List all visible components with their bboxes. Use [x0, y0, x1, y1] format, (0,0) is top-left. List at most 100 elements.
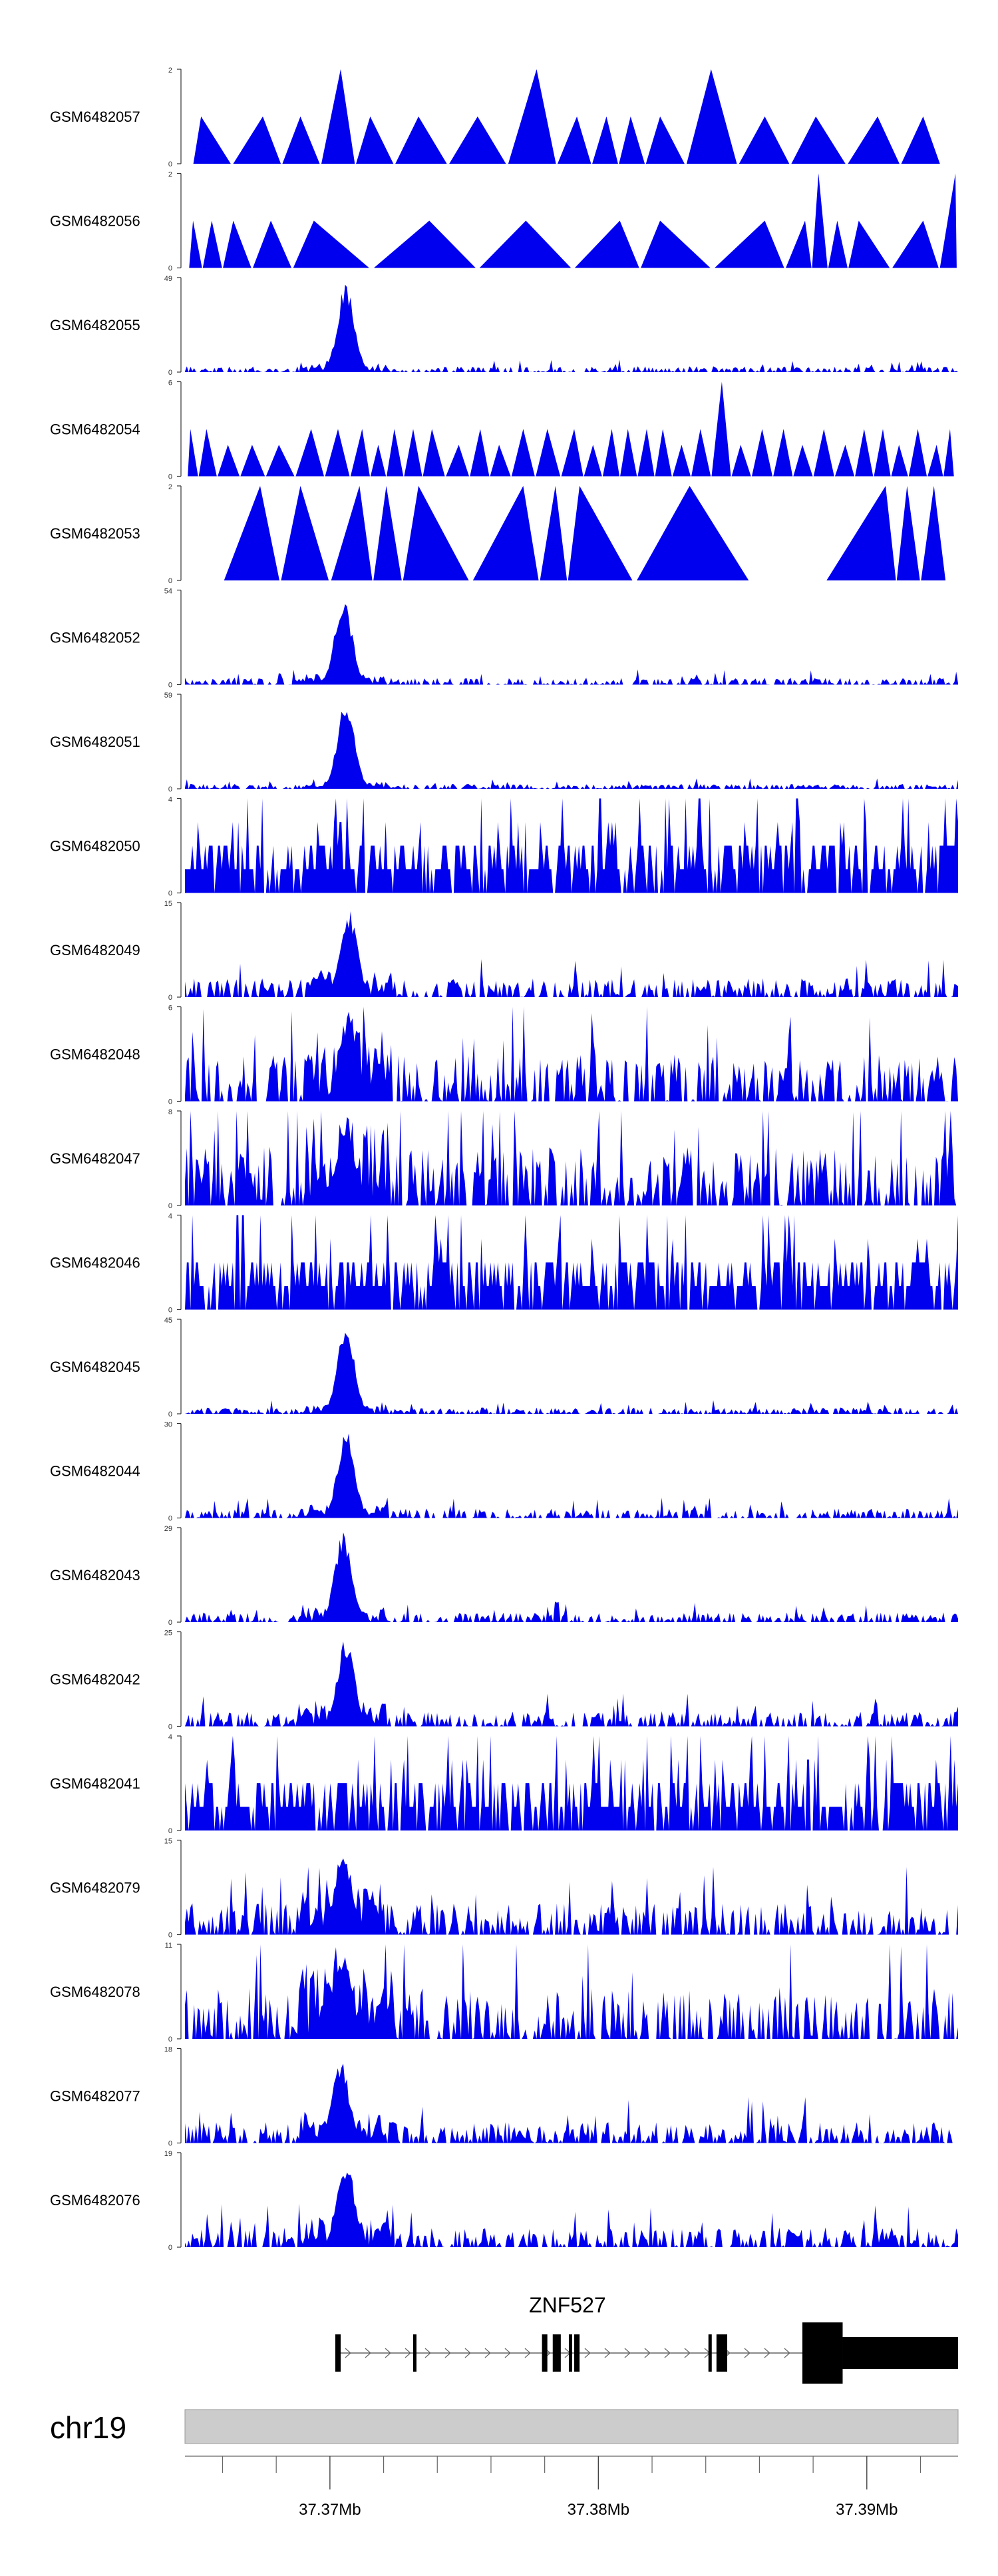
strand-arrow-icon — [464, 2348, 471, 2358]
track-coverage-area — [185, 381, 958, 477]
track-coverage-area — [185, 798, 958, 893]
track-y-min-label: 0 — [168, 890, 172, 898]
gene-exon — [552, 2334, 561, 2372]
gene-exon — [335, 2334, 341, 2372]
track-y-max-label: 25 — [164, 1629, 172, 1637]
strand-arrow-icon — [504, 2348, 511, 2358]
track-sample-label: GSM6482046 — [50, 1255, 140, 1271]
gene-name-label: ZNF527 — [529, 2293, 606, 2317]
track-coverage-area — [185, 173, 958, 268]
track-coverage-area — [185, 1736, 958, 1830]
strand-arrow-icon — [584, 2348, 591, 2358]
chromosome-ideogram-bar — [184, 2409, 959, 2444]
coverage-track: GSM6482043 29 0 — [50, 1525, 958, 1627]
track-y-min-label: 0 — [168, 1098, 172, 1106]
axis-tick-label: 37.38Mb — [568, 2501, 629, 2519]
coverage-track: GSM6482057 2 0 — [50, 67, 958, 168]
track-y-min-label: 0 — [168, 682, 172, 690]
coverage-track: GSM6482055 49 0 — [50, 275, 958, 377]
track-sample-label: GSM6482047 — [50, 1150, 140, 1167]
track-sample-label: GSM6482056 — [50, 213, 140, 230]
track-y-min-label: 0 — [168, 1619, 172, 1627]
track-coverage-area — [185, 284, 958, 372]
strand-arrow-icon — [624, 2348, 631, 2358]
track-sample-label: GSM6482057 — [50, 108, 140, 125]
gene-model-track: ZNF527 — [335, 2293, 958, 2384]
track-sample-label: GSM6482053 — [50, 525, 140, 542]
track-coverage-area — [185, 1111, 958, 1205]
axis-tick-label: 37.37Mb — [299, 2501, 361, 2519]
track-sample-label: GSM6482043 — [50, 1567, 140, 1584]
coverage-track: GSM6482051 59 0 — [50, 692, 958, 793]
strand-arrow-icon — [345, 2348, 351, 2358]
track-sample-label: GSM6482041 — [50, 1775, 140, 1792]
track-coverage-area — [185, 1433, 958, 1518]
strand-arrow-icon — [365, 2348, 371, 2358]
track-y-min-label: 0 — [168, 2244, 172, 2252]
track-coverage-area — [185, 1858, 958, 1935]
coverage-track: GSM6482052 54 0 — [50, 588, 958, 690]
track-coverage-area — [185, 1532, 958, 1622]
strand-arrow-icon — [744, 2348, 750, 2358]
track-y-max-label: 4 — [168, 1213, 172, 1221]
track-y-min-label: 0 — [168, 265, 172, 273]
coverage-track: GSM6482048 6 0 — [50, 1004, 958, 1106]
coverage-track: GSM6482050 4 0 — [50, 796, 958, 898]
coverage-track: GSM6482078 11 0 — [50, 1942, 958, 2043]
coverage-track: GSM6482049 15 0 — [50, 900, 958, 1002]
track-sample-label: GSM6482050 — [50, 838, 140, 855]
strand-arrow-icon — [424, 2348, 431, 2358]
track-y-max-label: 6 — [168, 1004, 172, 1012]
track-coverage-area — [185, 1215, 958, 1310]
track-y-max-label: 29 — [164, 1525, 172, 1533]
strand-arrow-icon — [405, 2348, 411, 2358]
track-coverage-area — [185, 911, 958, 997]
track-y-max-label: 8 — [168, 1108, 172, 1116]
gene-exon — [413, 2334, 416, 2372]
track-coverage-area — [185, 2172, 958, 2247]
track-sample-label: GSM6482076 — [50, 2192, 140, 2209]
track-coverage-area — [185, 712, 958, 789]
track-y-min-label: 0 — [168, 369, 172, 377]
gene-exon — [542, 2334, 548, 2372]
gene-exon — [574, 2334, 580, 2372]
track-y-max-label: 6 — [168, 379, 172, 387]
track-y-max-label: 2 — [168, 171, 172, 179]
strand-arrow-icon — [784, 2348, 790, 2358]
track-coverage-area — [185, 1944, 958, 2039]
gene-exon — [716, 2334, 728, 2372]
track-y-min-label: 0 — [168, 1723, 172, 1731]
track-sample-label: GSM6482048 — [50, 1046, 140, 1063]
track-y-min-label: 0 — [168, 785, 172, 793]
coverage-track: GSM6482044 30 0 — [50, 1421, 958, 1523]
track-sample-label: GSM6482051 — [50, 734, 140, 750]
track-coverage-area — [185, 1333, 958, 1414]
track-y-max-label: 30 — [164, 1421, 172, 1429]
track-coverage-area — [185, 1006, 958, 1102]
gene-exon — [568, 2334, 572, 2372]
track-y-min-label: 0 — [168, 1202, 172, 1210]
coverage-track: GSM6482042 25 0 — [50, 1629, 958, 1731]
axis-tick-label: 37.39Mb — [836, 2501, 898, 2519]
coverage-track: GSM6482046 4 0 — [50, 1213, 958, 1315]
coverage-track: GSM6482047 8 0 — [50, 1108, 958, 1210]
gene-exon — [802, 2322, 843, 2384]
strand-arrow-icon — [484, 2348, 491, 2358]
track-y-min-label: 0 — [168, 473, 172, 481]
track-y-max-label: 2 — [168, 483, 172, 491]
coverage-track: GSM6482076 19 0 — [50, 2150, 958, 2252]
track-sample-label: GSM6482052 — [50, 630, 140, 646]
track-y-max-label: 45 — [164, 1317, 172, 1325]
track-y-min-label: 0 — [168, 1932, 172, 1940]
track-coverage-area — [185, 486, 958, 580]
track-y-min-label: 0 — [168, 994, 172, 1002]
track-y-min-label: 0 — [168, 160, 172, 168]
strand-arrow-icon — [684, 2348, 691, 2358]
strand-arrow-icon — [444, 2348, 451, 2358]
track-y-max-label: 19 — [164, 2150, 172, 2158]
strand-arrow-icon — [664, 2348, 671, 2358]
track-y-max-label: 2 — [168, 67, 172, 75]
track-sample-label: GSM6482054 — [50, 421, 140, 438]
coverage-track: GSM6482056 2 0 — [50, 171, 958, 273]
coverage-track: GSM6482079 15 0 — [50, 1838, 958, 1940]
